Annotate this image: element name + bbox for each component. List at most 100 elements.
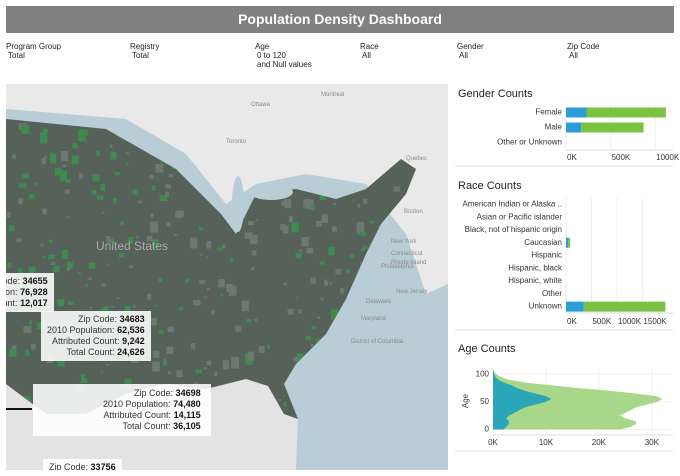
speck <box>168 173 174 177</box>
speck <box>48 119 52 124</box>
speck <box>44 155 47 159</box>
tooltip-value: 24,626 <box>117 347 145 357</box>
tooltip-label: Attributed Count: <box>52 336 120 346</box>
speck <box>241 300 250 312</box>
speck <box>114 172 120 176</box>
speck <box>80 378 88 383</box>
x-tick-label: 1000K <box>656 153 680 162</box>
speck <box>310 344 314 347</box>
speck <box>203 367 207 370</box>
speck <box>357 203 361 208</box>
speck <box>166 346 174 355</box>
chart-title: Age Counts <box>458 343 516 355</box>
speck <box>91 190 97 195</box>
tooltip-row: Attributed Count: 14,115 <box>103 410 201 421</box>
filter: Age 0 to 120 and Null values <box>255 42 312 69</box>
speck <box>280 224 286 231</box>
category-label: Other or Unknown <box>497 138 562 147</box>
speck <box>331 309 338 320</box>
y-tick-label: 50 <box>480 397 489 406</box>
speck <box>79 173 83 179</box>
bar-segment <box>583 301 666 312</box>
speck <box>296 353 303 362</box>
speck <box>64 189 70 194</box>
filter-label: Program Group <box>6 42 62 51</box>
speck <box>393 362 399 366</box>
speck <box>125 162 129 165</box>
filter: Zip Code All <box>567 42 599 60</box>
speck <box>50 262 56 265</box>
speck <box>321 339 326 342</box>
speck <box>254 318 258 322</box>
speck <box>375 285 381 293</box>
speck <box>324 279 327 282</box>
speck <box>67 301 74 305</box>
speck <box>363 198 368 204</box>
speck <box>108 238 114 244</box>
category-label: Hispanic, white <box>508 276 562 285</box>
tooltip-row: Zip Code: 34655 <box>6 276 48 287</box>
speck <box>161 142 167 147</box>
speck <box>159 195 168 202</box>
tooltip: Zip Code: 34698 2010 Population: 74,480 At… <box>33 384 211 436</box>
speck <box>132 134 135 137</box>
bar-segment <box>566 122 582 133</box>
speck <box>412 318 416 322</box>
tooltip-value: 34698 <box>175 388 201 398</box>
speck <box>258 345 265 353</box>
speck <box>165 184 172 189</box>
speck <box>388 350 394 356</box>
speck <box>304 241 308 245</box>
speck <box>247 351 254 361</box>
filter-value: All <box>569 51 578 60</box>
filter-label: Age <box>255 42 270 51</box>
speck <box>8 349 17 357</box>
x-tick-label: 500K <box>592 317 611 326</box>
speck <box>155 163 164 173</box>
filter-value: and Null values <box>257 60 312 69</box>
tooltip-row: Attributed Count: 12,017 <box>6 298 48 309</box>
speck <box>206 360 212 366</box>
tooltip-value: 14,115 <box>173 410 201 420</box>
x-tick-label: 0K <box>567 317 577 326</box>
speck <box>200 253 203 256</box>
tooltip-label: Zip Code: <box>49 462 89 470</box>
speck <box>329 333 334 338</box>
speck <box>16 238 22 243</box>
filter: Race All <box>360 42 379 60</box>
speck <box>54 167 62 176</box>
category-label: Male <box>545 123 563 132</box>
speck <box>391 365 398 371</box>
tooltip-value: 9,242 <box>122 336 145 346</box>
tooltip-value: 34683 <box>119 314 145 324</box>
bar-segment <box>566 107 587 118</box>
map-label: Connecticut <box>391 251 423 257</box>
map-label: New Jersey <box>396 289 428 295</box>
speck <box>101 211 105 214</box>
speck <box>89 306 93 309</box>
speck <box>251 267 255 271</box>
filter-label: Gender <box>457 42 484 51</box>
chart-title: Race Counts <box>458 180 522 192</box>
speck <box>288 215 293 222</box>
speck <box>106 363 109 367</box>
speck <box>103 306 109 314</box>
speck <box>235 325 242 332</box>
speck <box>220 293 224 297</box>
speck <box>199 280 206 285</box>
speck <box>150 221 159 233</box>
speck <box>291 222 299 233</box>
speck <box>389 272 396 281</box>
speck <box>205 256 208 259</box>
speck <box>81 374 85 380</box>
speck <box>106 236 111 243</box>
speck <box>296 412 303 418</box>
speck <box>7 262 12 268</box>
speck <box>279 178 288 187</box>
category-label: Female <box>535 108 562 117</box>
map: Ottawa Montreal Toronto Quebec Boston New Yor… <box>6 84 448 470</box>
speck <box>267 344 271 349</box>
speck <box>368 267 371 271</box>
speck <box>66 216 69 219</box>
speck <box>92 174 100 182</box>
